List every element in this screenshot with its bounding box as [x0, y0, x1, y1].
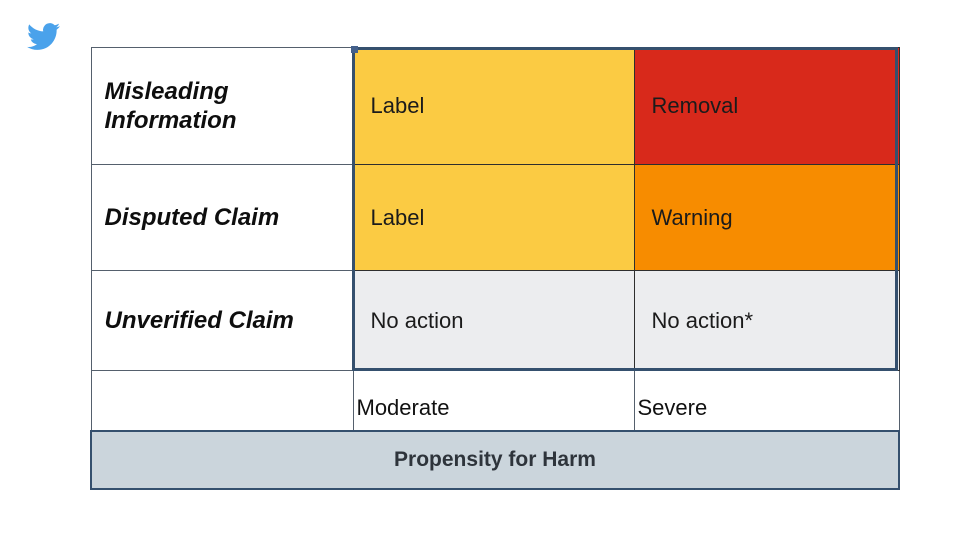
row-header-misleading-information: Misleading Information	[90, 47, 354, 165]
matrix-table: Misleading Information Label Removal Dis…	[90, 47, 900, 490]
table-row: Unverified Claim No action No action*	[90, 270, 900, 371]
row-header-unverified-claim: Unverified Claim	[90, 270, 354, 371]
empty-corner-cell	[90, 370, 354, 431]
twitter-logo	[24, 20, 63, 53]
row-header-disputed-claim: Disputed Claim	[90, 164, 354, 271]
axis-label-severe: Severe	[633, 370, 900, 431]
cell-unverified-moderate: No action	[352, 270, 635, 371]
table-row: Disputed Claim Label Warning	[90, 164, 900, 271]
cell-unverified-severe: No action*	[633, 270, 900, 371]
cell-disputed-moderate: Label	[352, 164, 635, 271]
cell-disputed-severe: Warning	[633, 164, 900, 271]
cell-misleading-moderate: Label	[352, 47, 635, 165]
cell-misleading-severe: Removal	[633, 47, 900, 165]
axis-title-band: Propensity for Harm	[90, 429, 900, 490]
table-row: Moderate Severe	[90, 370, 900, 431]
table-row: Propensity for Harm	[90, 429, 900, 490]
table-row: Misleading Information Label Removal	[90, 47, 900, 165]
axis-label-moderate: Moderate	[352, 370, 635, 431]
twitter-bird-icon	[27, 23, 60, 50]
enforcement-matrix: Misleading Information Label Removal Dis…	[90, 46, 900, 490]
